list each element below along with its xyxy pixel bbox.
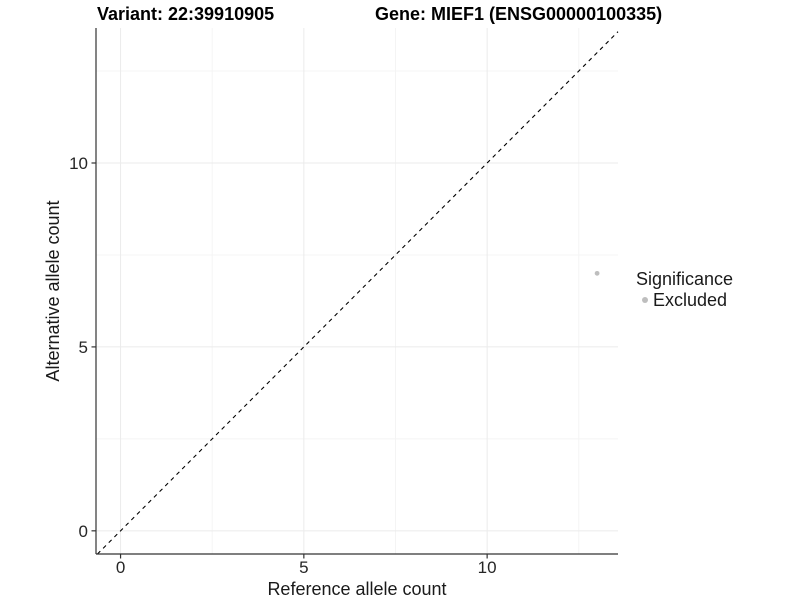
x-tick-label: 10 — [478, 558, 497, 577]
y-tick-label: 0 — [79, 522, 88, 541]
data-point — [594, 270, 600, 276]
legend-entry-label: Excluded — [653, 289, 728, 310]
legend-entries: Excluded — [636, 290, 733, 310]
x-axis-title: Reference allele count — [267, 579, 447, 599]
legend-key-point-icon — [642, 297, 648, 303]
y-axis-title: Alternative allele count — [43, 200, 63, 382]
y-tick-label: 5 — [79, 338, 88, 357]
x-tick-label: 0 — [116, 558, 125, 577]
legend-title: Significance — [636, 269, 734, 289]
x-tick-label: 5 — [299, 558, 308, 577]
gene-title: Gene: MIEF1 (ENSG00000100335) — [375, 4, 663, 24]
y-tick-label: 10 — [69, 154, 88, 173]
variant-title: Variant: 22:39910905 — [97, 4, 275, 24]
legend-entry: Excluded — [636, 290, 733, 310]
legend: Significance Excluded — [636, 269, 733, 310]
identity-line — [97, 31, 619, 555]
